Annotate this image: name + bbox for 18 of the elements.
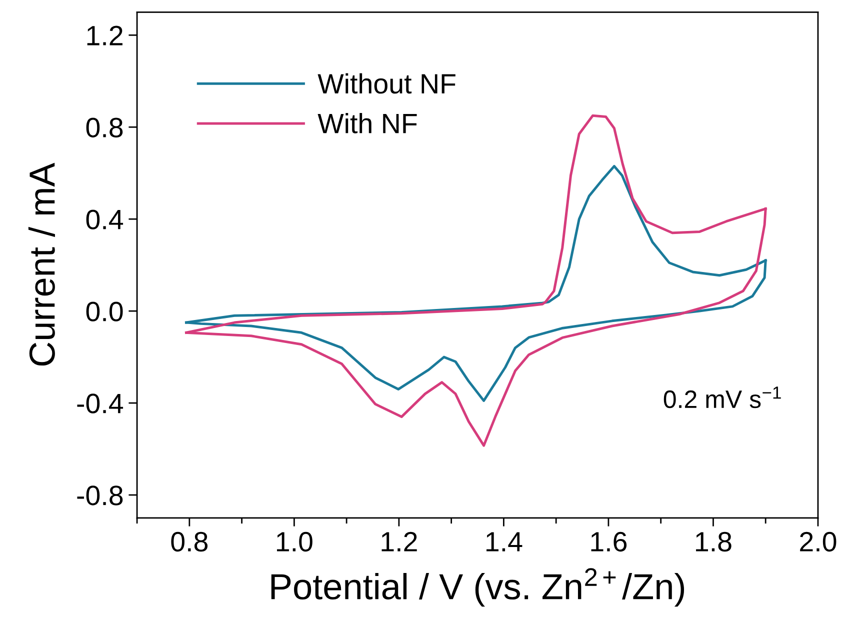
x-tick-label: 0.8 [171,532,208,552]
x-tick-label: 1.0 [276,532,312,552]
x-tick-label: 1.2 [382,532,417,552]
y-tick-label: -0.4 [77,394,124,414]
legend-label: With NF [318,113,417,134]
x-tick-label: 1.4 [486,532,522,552]
x-tick-label: 1.8 [696,532,732,552]
x-axis-title: Potential / V (vs. Zn$^{2+}$/Zn) [271,568,684,607]
y-tick-label: 1.2 [87,26,122,46]
y-tick-label: 0.4 [86,210,124,230]
x-tick-label: 1.6 [591,532,627,552]
x-tick-label: 2.0 [800,532,836,552]
legend-label: Without NF [318,73,456,94]
y-axis-title: Current / mA [28,162,55,366]
y-tick-label: 0.8 [86,118,123,138]
y-tick-label: 0.0 [86,302,123,322]
y-tick-label: -0.8 [77,486,123,506]
annotation: 0.2 mV s$^{−1}$ [664,386,781,408]
